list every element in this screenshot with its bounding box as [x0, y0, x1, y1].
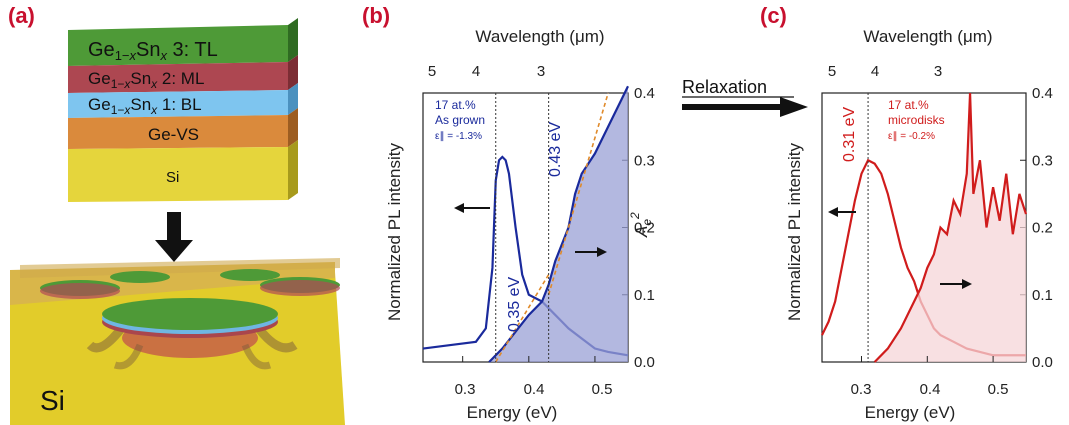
- right-tick-label-2: 0.2: [1032, 220, 1053, 237]
- right-ticks-b: 0.0 0.1 0.2 0.3 0.4: [622, 85, 655, 371]
- layer-ge-vs-side: [288, 108, 298, 147]
- right-tick-label-0: 0.0: [634, 354, 655, 371]
- right-arrow-icon-b: [575, 247, 607, 257]
- layer-ml-side: [288, 55, 298, 90]
- annot-c-1: 17 at.%: [888, 98, 929, 112]
- layer-tl: [68, 25, 288, 66]
- label-043-ev: 0.43 eV: [547, 122, 564, 177]
- wl-tick-c-4: 4: [871, 63, 879, 80]
- layer-label-si: Si: [166, 169, 179, 186]
- relaxation-arrow-shaft: [682, 104, 782, 110]
- series-line-2: [495, 274, 550, 363]
- layer-si-side: [288, 140, 298, 200]
- right-tick-label-3: 0.3: [634, 152, 655, 169]
- right-tick-label-3: 0.3: [1032, 152, 1053, 169]
- label-031-ev: 0.31 eV: [841, 107, 858, 162]
- right-tick-label-0: 0.0: [1032, 354, 1053, 371]
- relaxation-arrow: Relaxation: [682, 77, 808, 117]
- wavelength-title-c: Wavelength (μm): [863, 27, 992, 46]
- layer-stack-schematic: Ge1−xSnx 3: TL Ge1−xSnx 2: ML Ge1−xSnx 1…: [10, 18, 345, 425]
- energy-tick-c-0.4: 0.4: [920, 381, 941, 398]
- energy-ticks-c: 0.3 0.4 0.5: [851, 381, 1009, 398]
- series-fill-1: [874, 93, 1026, 362]
- energy-tick-b-0.3: 0.3: [455, 381, 476, 398]
- left-arrow-icon-b: [454, 203, 490, 213]
- energy-tick-c-0.5: 0.5: [988, 381, 1009, 398]
- series-line-1: [873, 92, 1028, 363]
- plot-b: Wavelength (μm) 5 4 3 Normalized PL inte…: [385, 27, 655, 422]
- substrate-label: Si: [40, 385, 65, 416]
- layer-label-ge-vs: Ge-VS: [148, 125, 199, 144]
- annot-b-1: 17 at.%: [435, 98, 476, 112]
- relaxation-label: Relaxation: [682, 77, 767, 97]
- plot-area-c: [821, 92, 1028, 363]
- right-tick-label-1: 0.1: [1032, 287, 1053, 304]
- plot-c: Wavelength (μm) 5 4 3 Normalized PL inte…: [785, 27, 1053, 422]
- wl-tick-c-5: 5: [828, 63, 836, 80]
- layer-ge-vs: [68, 115, 288, 149]
- annot-b-3: ε∥ = -1.3%: [435, 131, 482, 142]
- right-ticks-c: 0.0 0.1 0.2 0.3 0.4: [1020, 85, 1053, 371]
- right-tick-label-2: 0.2: [634, 220, 655, 237]
- wl-tick-c-3: 3: [934, 63, 942, 80]
- energy-ticks-b: 0.3 0.4 0.5: [455, 381, 613, 398]
- left-arrow-icon-c: [828, 207, 856, 217]
- layer-label-tl: Ge1−xSnx 3: TL: [88, 39, 218, 63]
- layer-bl-side: [288, 83, 298, 115]
- layer-tl-side: [288, 18, 298, 62]
- wl-tick-b-5: 5: [428, 63, 436, 80]
- layer-ml: [68, 62, 288, 93]
- layer-label-bl: Ge1−xSnx 1: BL: [88, 95, 202, 117]
- down-arrow-icon: [155, 212, 193, 262]
- layer-bl: [68, 90, 288, 118]
- right-tick-label-1: 0.1: [634, 287, 655, 304]
- panel-label-a: (a): [8, 3, 35, 28]
- relaxation-arrow-icon: [780, 97, 808, 117]
- layer-label-ml: Ge1−xSnx 2: ML: [88, 69, 204, 91]
- panel-label-b: (b): [362, 3, 391, 28]
- energy-tick-b-0.5: 0.5: [592, 381, 613, 398]
- wavelength-title-b: Wavelength (μm): [475, 27, 604, 46]
- plot-area-b: [422, 85, 629, 363]
- annot-c-3: ε∥ = -0.2%: [888, 131, 935, 142]
- microdisk-scene: Si: [10, 258, 345, 425]
- annot-c-2: microdisks: [888, 113, 945, 127]
- right-arrow-icon-c: [940, 279, 972, 289]
- left-axis-title-c: Normalized PL intensity: [785, 143, 804, 321]
- panel-label-c: (c): [760, 3, 787, 28]
- wl-tick-b-4: 4: [472, 63, 480, 80]
- wl-tick-b-3: 3: [537, 63, 545, 80]
- layer-si: [68, 147, 288, 202]
- energy-tick-b-0.4: 0.4: [524, 381, 545, 398]
- series-line-1: [488, 85, 629, 363]
- energy-title-c: Energy (eV): [865, 403, 956, 422]
- annot-b-2: As grown: [435, 113, 485, 127]
- energy-tick-c-0.3: 0.3: [851, 381, 872, 398]
- left-axis-title-b: Normalized PL intensity: [385, 143, 404, 321]
- energy-title-b: Energy (eV): [467, 403, 558, 422]
- series-line-3: [547, 92, 609, 295]
- label-035-ev: 0.35 eV: [506, 277, 523, 332]
- right-axis-title-b: Ae2: [628, 212, 654, 238]
- right-tick-label-4: 0.4: [1032, 85, 1053, 102]
- series-fill-1: [489, 86, 628, 363]
- right-tick-label-4: 0.4: [634, 85, 655, 102]
